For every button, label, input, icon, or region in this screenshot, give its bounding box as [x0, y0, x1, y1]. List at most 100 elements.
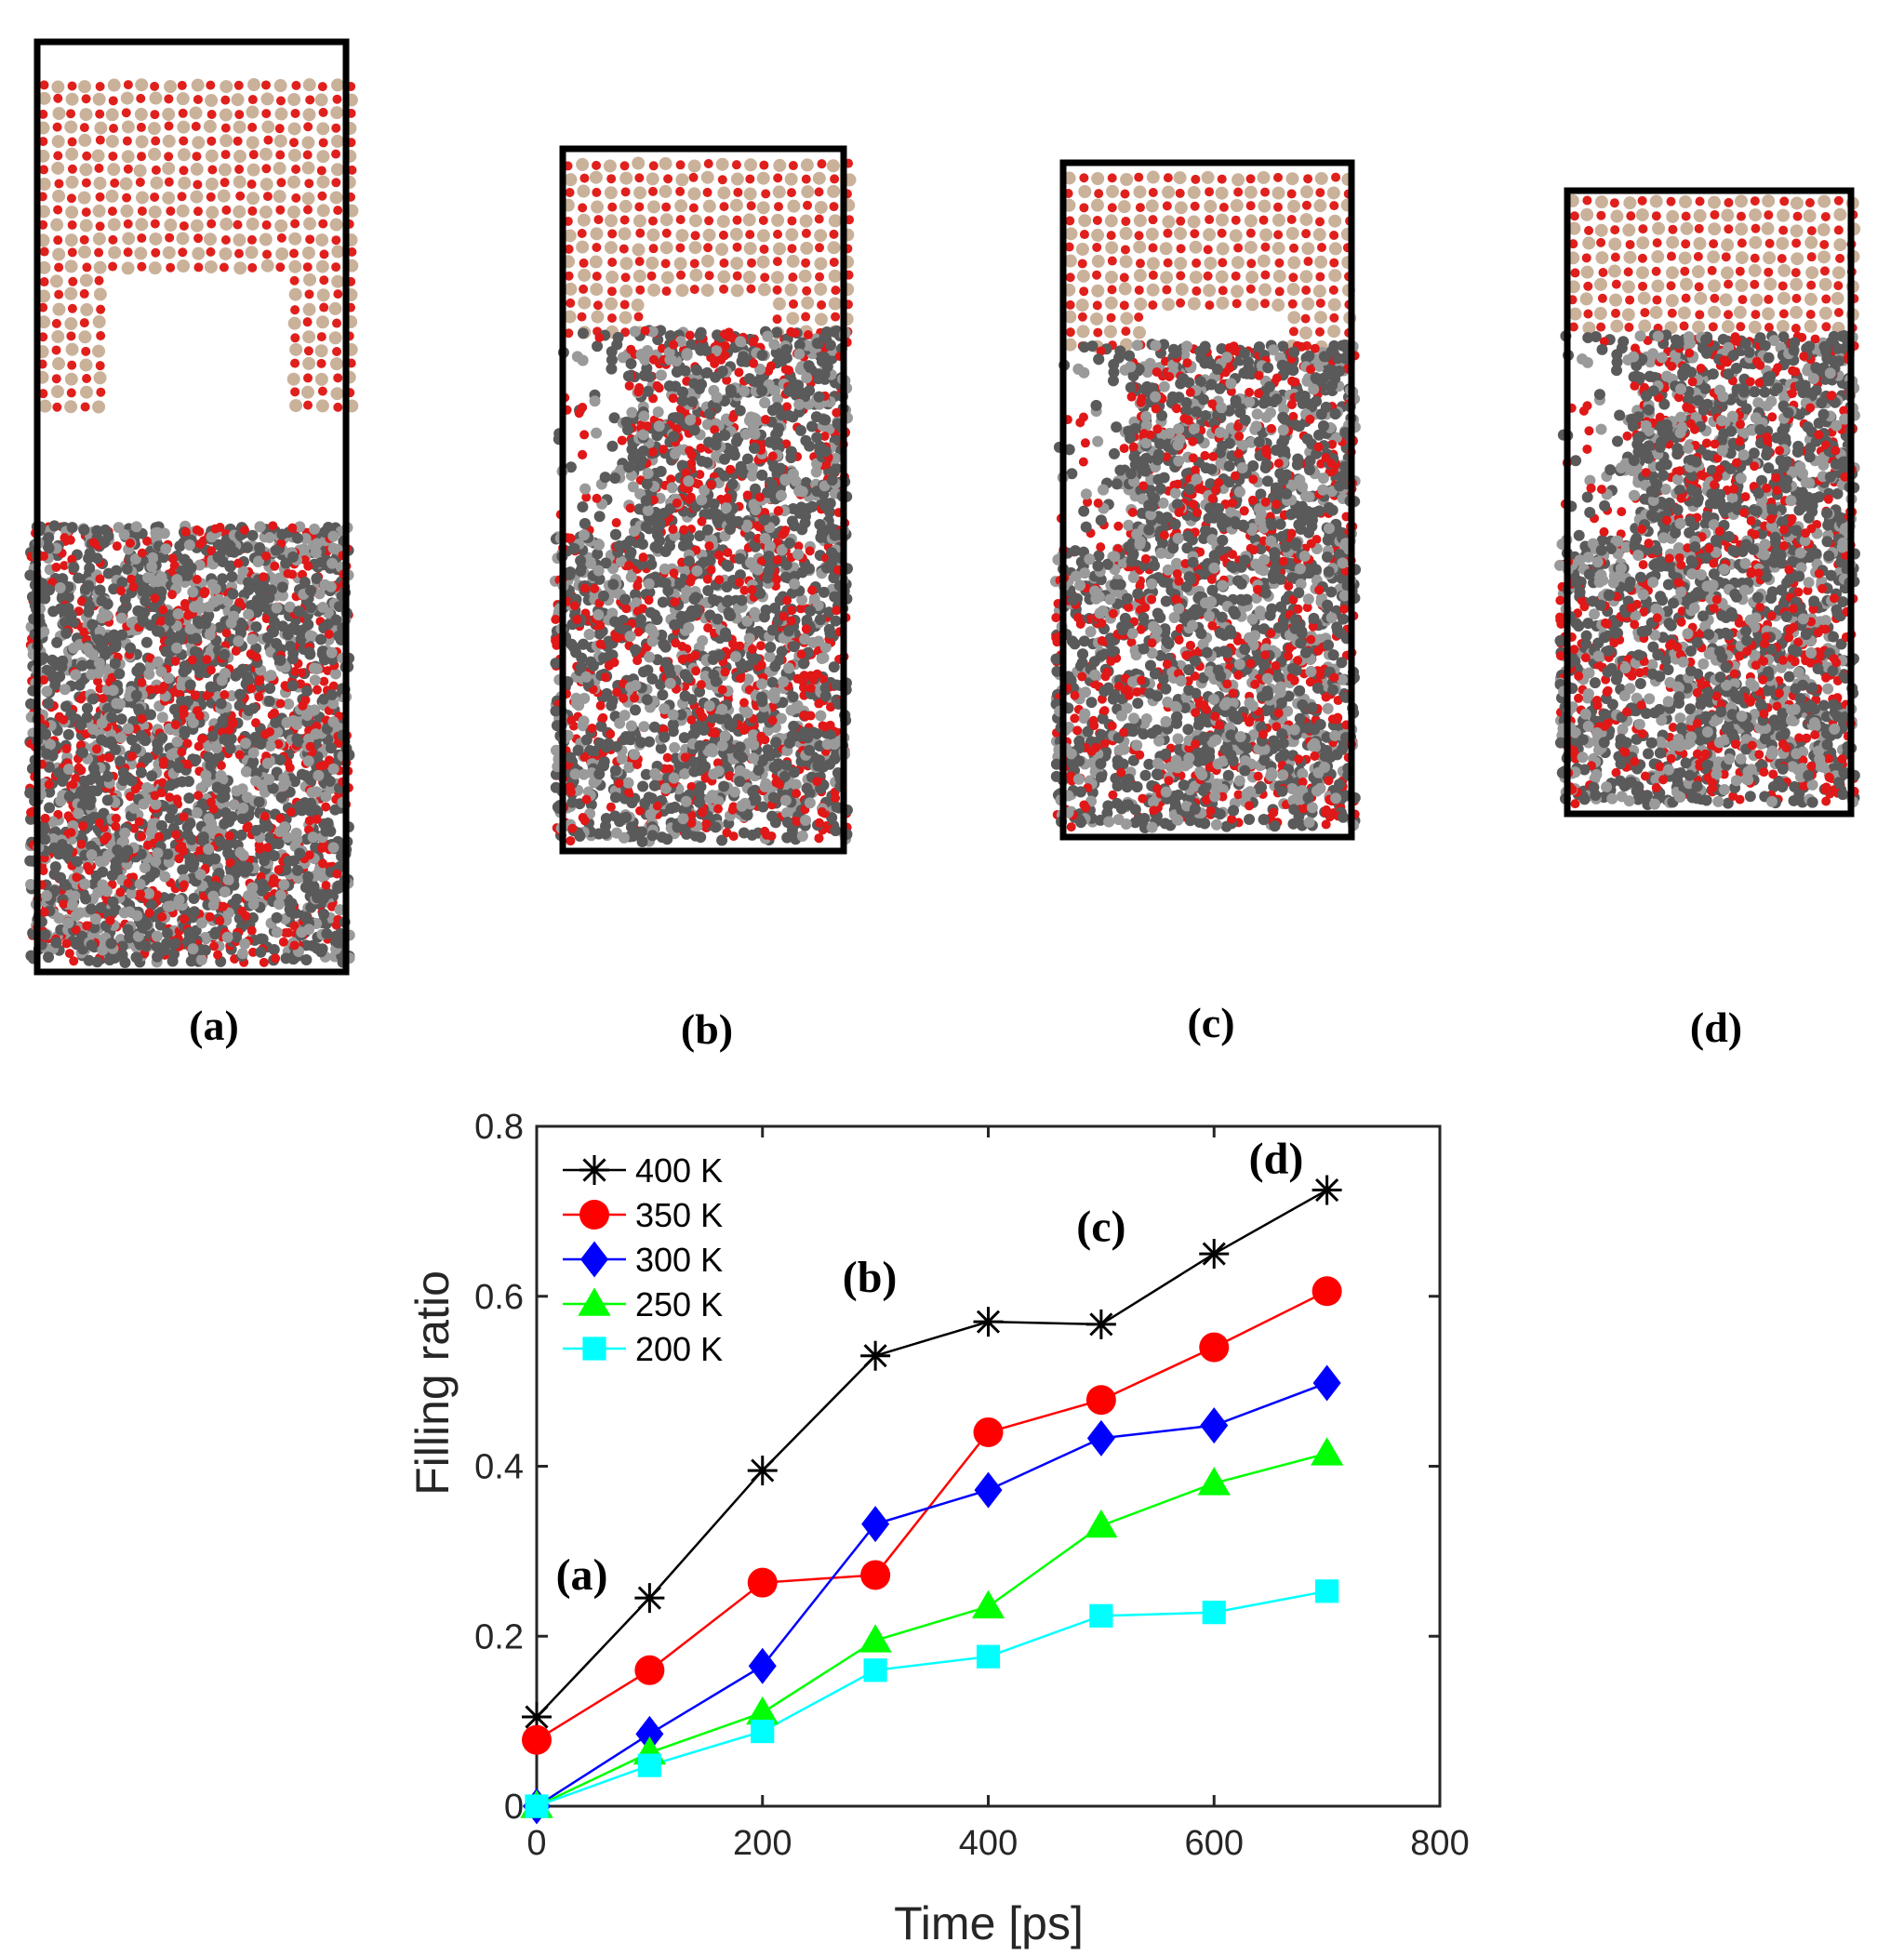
- fluid-atom: [270, 708, 280, 718]
- fluid-atom: [237, 849, 249, 861]
- fluid-atom: [159, 871, 171, 883]
- wall-atom: [37, 315, 51, 329]
- fluid-atom: [78, 524, 90, 536]
- fluid-atom: [219, 668, 231, 680]
- fluid-atom: [254, 541, 266, 553]
- wall-atom: [122, 136, 132, 146]
- wall-atom: [688, 241, 702, 255]
- wall-atom: [305, 234, 315, 245]
- fluid-atom: [41, 748, 53, 760]
- fluid-atom: [183, 792, 195, 805]
- fluid-atom: [158, 759, 168, 769]
- wall-atom: [164, 80, 178, 94]
- wall-atom: [93, 371, 107, 385]
- wall-atom: [233, 233, 246, 247]
- fluid-atom: [191, 806, 203, 818]
- wall-atom: [66, 331, 76, 341]
- wall-atom: [303, 205, 313, 215]
- wall-atom: [67, 219, 77, 230]
- wall-atom: [261, 109, 272, 119]
- wall-atom: [634, 257, 645, 267]
- fluid-atom: [85, 865, 95, 875]
- fluid-atom: [311, 942, 323, 954]
- wall-atom: [53, 151, 63, 161]
- fluid-atom: [165, 779, 177, 791]
- fluid-atom: [253, 796, 265, 808]
- fluid-atom: [326, 688, 338, 700]
- fluid-atom: [637, 780, 649, 792]
- wall-atom: [634, 202, 645, 212]
- fluid-atom: [160, 645, 172, 658]
- wall-atom: [745, 174, 755, 184]
- fluid-atom: [111, 813, 121, 823]
- wall-atom: [303, 346, 313, 356]
- wall-atom: [290, 219, 300, 229]
- fluid-atom: [274, 826, 286, 838]
- wall-atom: [800, 158, 814, 172]
- fluid-atom: [592, 340, 604, 352]
- wall-atom: [96, 330, 106, 340]
- wall-atom: [39, 277, 49, 287]
- wall-atom: [38, 137, 48, 147]
- fluid-atom: [271, 953, 281, 964]
- fluid-atom: [286, 680, 299, 692]
- wall-atom: [576, 157, 590, 171]
- wall-atom: [206, 80, 216, 90]
- wall-atom: [828, 297, 842, 311]
- wall-atom: [661, 202, 672, 212]
- wall-atom: [687, 187, 701, 201]
- wall-atom: [774, 202, 784, 212]
- fluid-atom: [262, 843, 273, 853]
- fluid-atom: [86, 849, 98, 861]
- fluid-atom: [307, 831, 319, 844]
- wall-atom: [261, 249, 272, 259]
- wall-atom: [786, 312, 800, 326]
- wall-atom: [632, 243, 646, 257]
- wall-atom: [273, 79, 287, 93]
- fluid-atom: [206, 797, 216, 807]
- fluid-atom: [291, 532, 303, 544]
- wall-atom: [331, 178, 341, 188]
- fluid-atom: [57, 655, 69, 667]
- wall-atom: [589, 170, 603, 184]
- wall-atom: [135, 135, 149, 149]
- wall-atom: [690, 231, 700, 241]
- fluid-atom: [302, 871, 314, 883]
- wall-atom: [164, 177, 174, 187]
- wall-atom: [273, 190, 286, 204]
- fluid-atom: [68, 779, 78, 790]
- fluid-atom: [309, 674, 321, 686]
- wall-atom: [204, 259, 218, 273]
- wall-atom: [65, 342, 79, 356]
- wall-atom: [193, 180, 203, 190]
- fluid-atom: [59, 714, 69, 725]
- wall-atom: [619, 299, 630, 310]
- fluid-atom: [39, 823, 51, 835]
- fluid-atom: [256, 778, 268, 791]
- fluid-atom: [101, 770, 113, 782]
- wall-atom: [136, 93, 146, 103]
- wall-atom: [316, 150, 330, 164]
- fluid-atom: [317, 602, 329, 614]
- wall-atom: [829, 202, 839, 212]
- wall-atom: [246, 234, 257, 245]
- wall-atom: [49, 274, 63, 288]
- wall-atom: [579, 284, 589, 294]
- fluid-atom: [215, 769, 227, 781]
- wall-atom: [123, 247, 133, 258]
- wall-atom: [207, 165, 218, 175]
- wall-atom: [300, 385, 314, 399]
- wall-atom: [217, 189, 231, 203]
- wall-atom: [246, 180, 257, 190]
- wall-atom: [246, 192, 260, 206]
- wall-atom: [812, 171, 826, 185]
- fluid-atom: [63, 811, 73, 821]
- fluid-atom: [180, 599, 190, 609]
- fluid-atom: [89, 913, 101, 925]
- wall-atom: [192, 152, 202, 162]
- wall-atom: [817, 159, 827, 169]
- fluid-atom: [200, 769, 212, 781]
- fluid-atom: [65, 609, 77, 621]
- fluid-atom: [190, 753, 202, 765]
- fluid-atom: [697, 516, 707, 526]
